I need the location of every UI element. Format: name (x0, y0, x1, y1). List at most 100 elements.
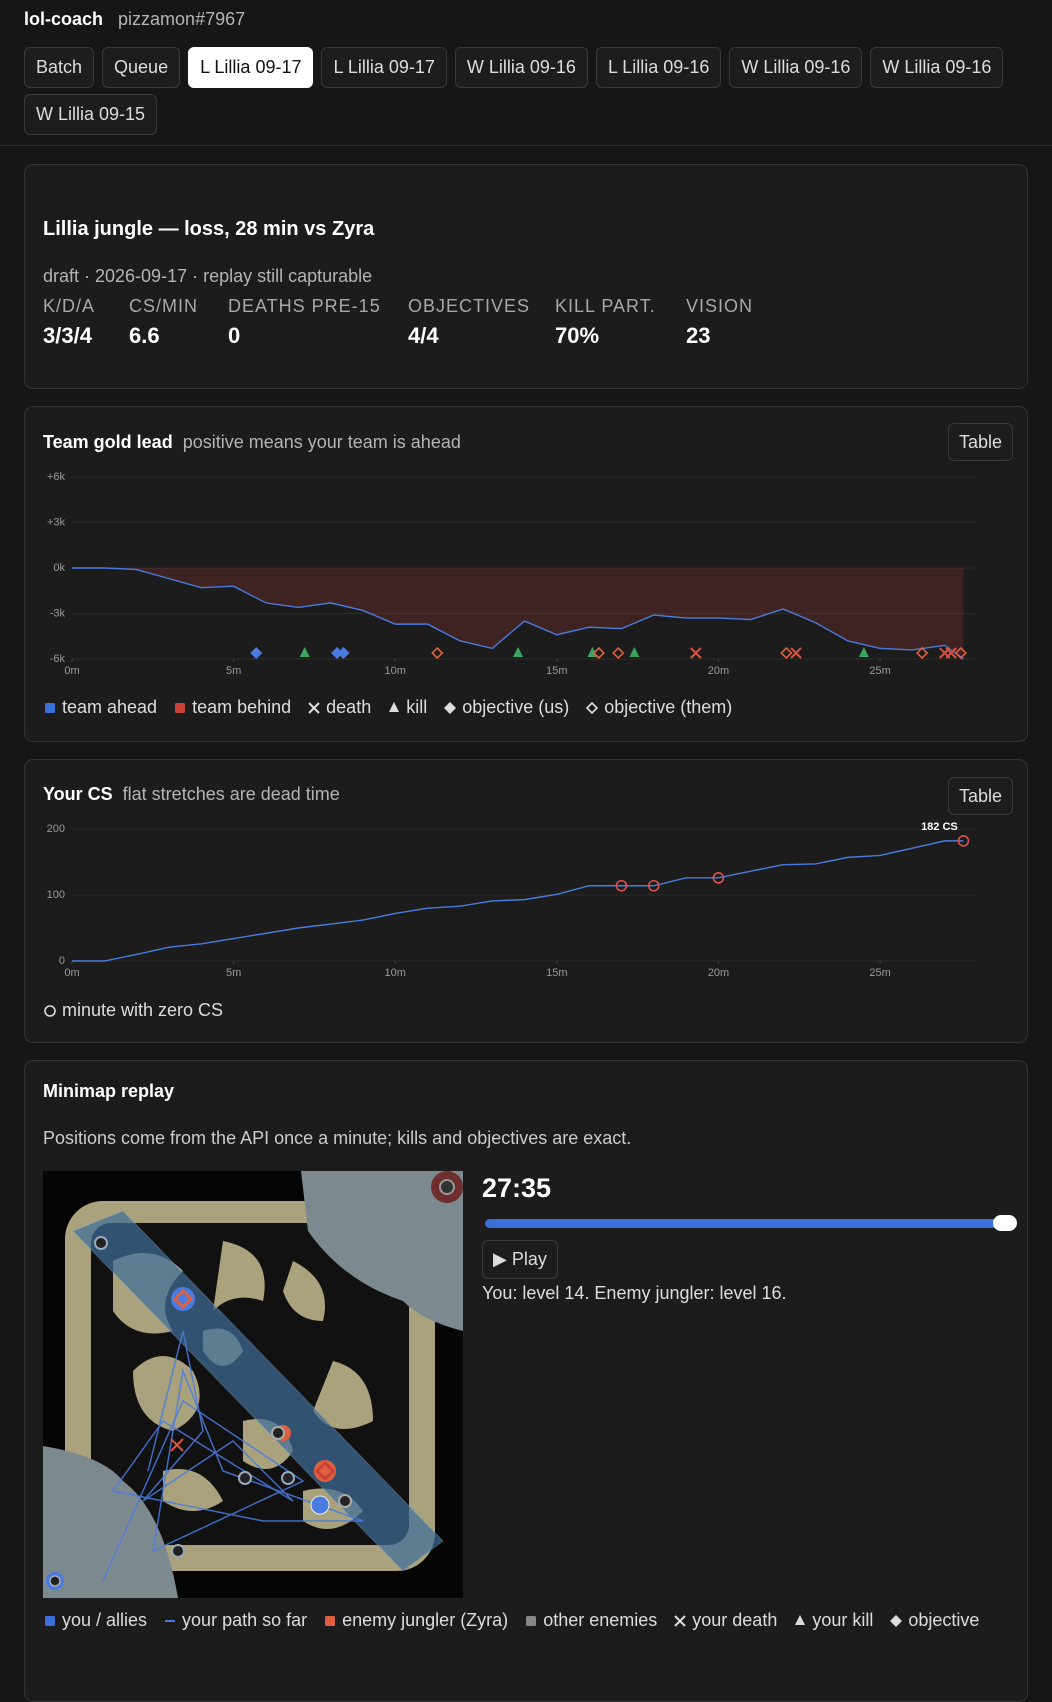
legend-symbol (389, 701, 400, 712)
slider-thumb[interactable] (993, 1215, 1017, 1231)
app: lol-coach pizzamon#7967 Batch Queue L Lill… (0, 9, 1052, 1702)
y-tick-label: -3k (50, 607, 66, 619)
tab[interactable]: W Lillia 09-16 (454, 47, 588, 88)
play-button[interactable]: ▶ Play (482, 1240, 558, 1279)
legend-symbol (45, 702, 55, 713)
y-tick-label: 0k (53, 562, 65, 574)
event-marker (337, 647, 350, 659)
legend-symbol (526, 1615, 537, 1626)
header: lol-coach pizzamon#7967 (24, 9, 245, 30)
x-tick-label: 10m (385, 967, 406, 979)
stat-label: KILL PART. (555, 296, 656, 316)
tab[interactable]: Queue (102, 47, 181, 88)
legend-item: objective (889, 1610, 979, 1631)
legend-symbol (44, 1004, 56, 1017)
legend-item: your path so far (163, 1610, 307, 1631)
game-title: Lillia jungle — loss, 28 min vs Zyra (43, 218, 375, 240)
legend-item: your kill (793, 1610, 873, 1631)
summary-card: Lillia jungle — loss, 28 min vs Zyra dra… (24, 164, 1028, 389)
stat-label: OBJECTIVES (408, 296, 531, 316)
app-name: lol-coach (24, 9, 104, 29)
minimap-note: Positions come from the API once a minut… (43, 1128, 632, 1148)
stat-label: DEATHS PRE-15 (228, 296, 381, 316)
legend-label: your path so far (182, 1610, 308, 1630)
stat-label: VISION (686, 296, 754, 316)
legend-item: death (307, 697, 371, 718)
legend-marker (526, 1615, 537, 1626)
event-marker (431, 646, 444, 660)
game-meta: draft · 2026-09-17 · replay still captur… (43, 266, 373, 286)
y-tick-label: +6k (47, 471, 66, 483)
tab[interactable]: L Lillia 09-17 (188, 47, 314, 88)
stat-value: 4/4 (408, 323, 439, 348)
tab[interactable]: W Lillia 09-15 (24, 94, 158, 135)
event-marker (945, 647, 957, 659)
stat-label: CS/MIN (129, 296, 198, 316)
event-marker (780, 646, 793, 660)
x-tick-label: 0m (64, 967, 79, 979)
x-tick-label: 0m (64, 665, 79, 677)
legend-marker (890, 1614, 903, 1627)
stat-value: 0 (228, 323, 241, 348)
event-marker (915, 646, 929, 660)
ally-base (43, 1446, 178, 1598)
chart-title: Team gold lead (43, 432, 173, 452)
table-button[interactable]: Table (947, 423, 1013, 461)
legend-symbol (308, 701, 320, 714)
legend-label: minute with zero CS (62, 1000, 224, 1020)
legend-marker (45, 1615, 55, 1626)
legend-symbol (586, 701, 599, 714)
legend-label: kill (406, 697, 428, 717)
stat-value: 3/3/4 (43, 323, 92, 348)
enemy-base (301, 1171, 463, 1331)
event-marker (612, 646, 625, 660)
legend-label: team behind (192, 697, 292, 717)
map-river-edge (72, 1210, 444, 1572)
table-button[interactable]: Table (947, 777, 1013, 815)
tab[interactable]: W Lillia 09-16 (729, 47, 863, 88)
legend-label: death (326, 697, 372, 717)
legend-symbol (444, 701, 457, 714)
tab[interactable]: L Lillia 09-17 (321, 47, 447, 88)
stat-value: 23 (686, 323, 711, 348)
x-tick-label: 25m (869, 665, 890, 677)
chart-heading: Team gold lead positive means your team i… (43, 432, 461, 453)
tab[interactable]: Batch (24, 47, 95, 88)
legend: team ahead team behind death kill objective … (43, 697, 1003, 718)
legend-marker (389, 701, 400, 712)
legend-item: your death (673, 1610, 777, 1631)
tab[interactable]: W Lillia 09-16 (870, 47, 1004, 88)
event-marker (629, 647, 640, 657)
zero-cs-marker (615, 879, 628, 892)
legend-symbol (165, 1619, 176, 1622)
cs-card: Your CS flat stretches are dead time Tabl… (24, 759, 1028, 1043)
map-icons (46, 1171, 463, 1590)
y-tick-label: -6k (50, 653, 66, 665)
legend-symbol (175, 702, 186, 713)
line (72, 567, 964, 660)
legend-symbol (890, 1614, 903, 1627)
chart-title: Your CS (43, 784, 113, 804)
y-tick-label: 100 (47, 889, 65, 901)
legend-item: objective (them) (585, 697, 732, 718)
map-river (73, 1211, 443, 1571)
replay-slider[interactable] (485, 1219, 1015, 1228)
legend-label: objective (them) (604, 697, 733, 717)
event-marker (592, 646, 605, 660)
event-marker (954, 646, 967, 660)
zero-cs-marker (647, 879, 660, 892)
legend-marker (45, 702, 55, 713)
stat-value: 6.6 (129, 323, 160, 348)
stat-value: 70% (555, 323, 600, 348)
legend-item: enemy jungler (Zyra) (323, 1610, 508, 1631)
legend-symbol (325, 1615, 336, 1626)
event-marker (331, 647, 344, 659)
legend-item: objective (us) (443, 697, 569, 718)
tab[interactable]: L Lillia 09-16 (595, 47, 722, 88)
legend-marker (325, 1615, 336, 1626)
chart-heading: Your CS flat stretches are dead time (43, 784, 340, 805)
event-marker (299, 647, 310, 657)
x-tick-label: 5m (226, 967, 241, 979)
x-tick-label: 15m (546, 665, 567, 677)
